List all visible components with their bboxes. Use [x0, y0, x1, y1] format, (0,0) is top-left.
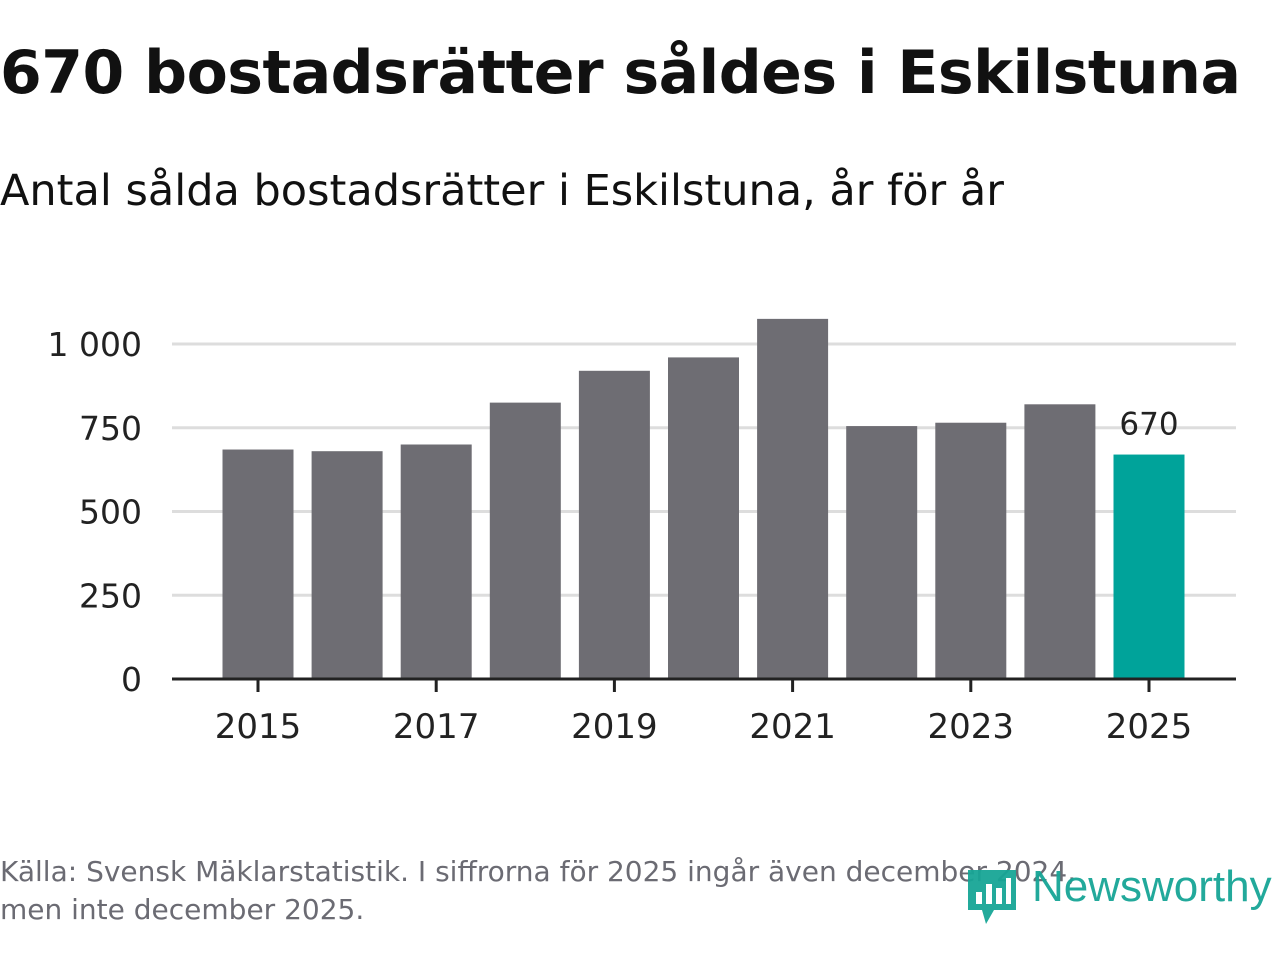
bar-2021 [757, 318, 829, 679]
y-tick-label: 1 000 [48, 325, 142, 364]
source-line-1: Källa: Svensk Mäklarstatistik. I siffror… [0, 855, 1077, 888]
bar-2022 [846, 426, 918, 679]
bar-2017 [400, 444, 472, 679]
bar-2024 [1024, 404, 1096, 679]
newsworthy-logo: Newsworthy [962, 862, 1280, 928]
logo-text: Newsworthy [1032, 862, 1272, 911]
x-tick-label: 2015 [215, 707, 302, 747]
bar-2025 [1113, 454, 1185, 679]
chart-subtitle: Antal sålda bostadsrätter i Eskilstuna, … [0, 166, 1004, 216]
y-tick-label: 250 [79, 576, 142, 615]
y-tick-label: 0 [121, 660, 142, 699]
bar-2018 [489, 402, 561, 679]
x-tick-label: 2025 [1106, 707, 1193, 747]
data-label: 670 [1119, 407, 1178, 443]
source-line-2: men inte december 2025. [0, 893, 365, 926]
bar-2016 [311, 451, 383, 679]
chart-title: 670 bostadsrätter såldes i Eskilstuna [0, 38, 1241, 108]
y-tick-label: 500 [79, 493, 142, 532]
bar-2020 [668, 357, 739, 679]
newsworthy-logo-icon [968, 870, 1016, 924]
x-tick-label: 2019 [571, 707, 658, 747]
bar-2015 [222, 449, 294, 679]
bar-2019 [578, 370, 650, 679]
bar-2023 [935, 422, 1007, 679]
x-tick-label: 2021 [749, 707, 836, 747]
x-tick-label: 2023 [928, 707, 1015, 747]
source-note: Källa: Svensk Mäklarstatistik. I siffror… [0, 853, 1230, 929]
x-tick-label: 2017 [393, 707, 480, 747]
y-tick-label: 750 [79, 409, 142, 448]
